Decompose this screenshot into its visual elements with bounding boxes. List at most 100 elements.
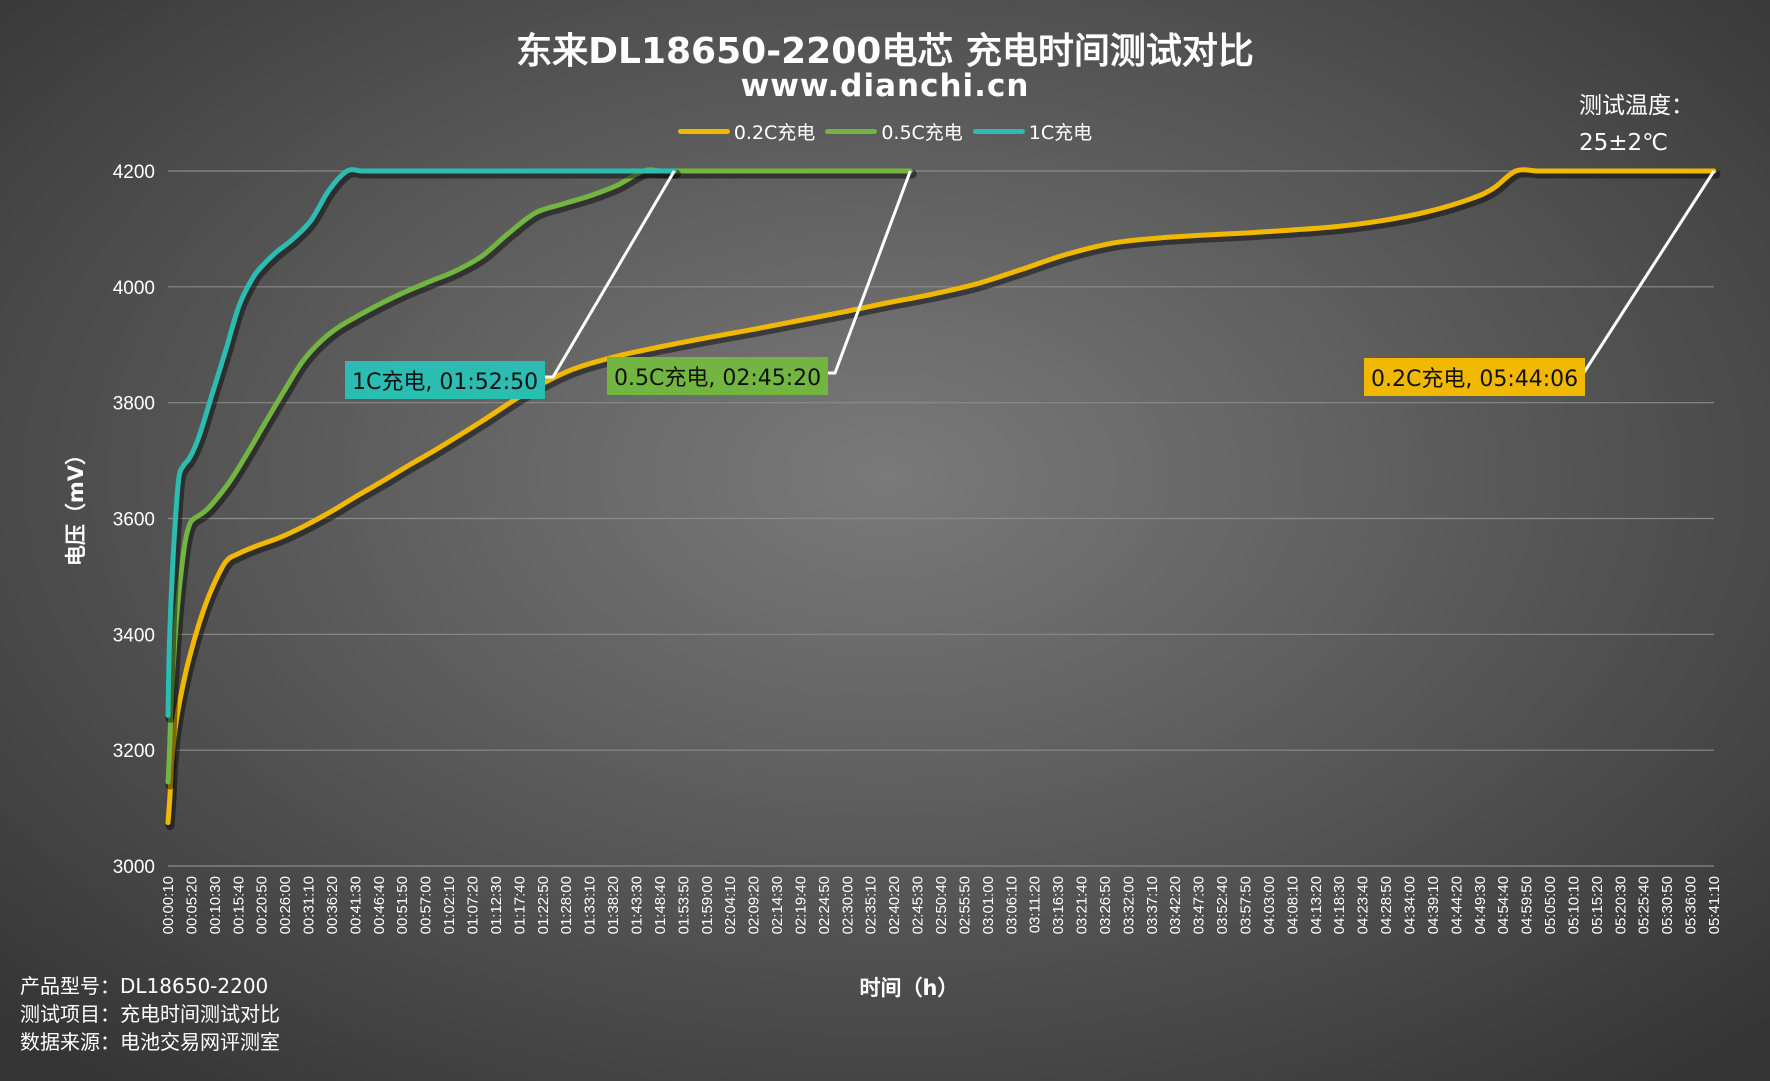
legend-label: 1C充电 xyxy=(1028,122,1093,144)
x-tick-label: 03:06:10 xyxy=(1003,876,1020,934)
x-tick-label: 05:36:00 xyxy=(1683,876,1700,934)
series-line-1c xyxy=(165,167,677,718)
series-shadow-0 xyxy=(165,168,1721,831)
x-tick-label: 00:26:00 xyxy=(277,876,294,934)
x-tick-label: 00:36:20 xyxy=(324,876,341,934)
x-tick-label: 00:51:50 xyxy=(394,876,411,934)
legend-swatch xyxy=(677,129,730,134)
annotation-label-1c: 1C充电, 01:52:50 xyxy=(345,361,546,399)
x-tick-label: 03:47:30 xyxy=(1191,876,1208,934)
x-tick-label: 04:59:50 xyxy=(1519,876,1536,934)
annotation-lines xyxy=(541,170,1716,379)
x-tick-label: 03:16:30 xyxy=(1050,876,1067,934)
x-tick-label: 04:18:30 xyxy=(1331,876,1348,934)
x-tick-label: 02:45:30 xyxy=(910,876,927,934)
annotation-leader-line xyxy=(823,170,912,375)
footer-test-item: 测试项目：充电时间测试对比 xyxy=(20,1002,280,1026)
x-tick-label: 04:44:20 xyxy=(1448,876,1465,934)
y-tick-label: 4000 xyxy=(113,278,155,299)
footer-notes: 产品型号：DL18650-2200 测试项目：充电时间测试对比 数据来源：电池交… xyxy=(20,972,280,1056)
x-tick-label: 00:15:40 xyxy=(230,876,247,934)
x-tick-label: 02:04:10 xyxy=(722,876,739,934)
series-lines xyxy=(165,167,1721,831)
x-tick-label: 05:20:30 xyxy=(1612,876,1629,934)
x-tick-label: 03:11:20 xyxy=(1027,876,1044,933)
test-temperature: 测试温度： 25±2℃ xyxy=(1579,88,1694,162)
x-tick-label: 01:53:50 xyxy=(675,876,692,934)
x-tick-label: 04:39:10 xyxy=(1425,876,1442,934)
x-tick-label: 03:52:40 xyxy=(1214,876,1231,934)
x-tick-label: 01:07:20 xyxy=(465,876,482,934)
test-temperature-value: 25±2℃ xyxy=(1579,130,1669,156)
x-tick-label: 02:14:30 xyxy=(769,876,786,934)
x-tick-label: 00:41:30 xyxy=(347,876,364,934)
footer-data-source: 数据来源：电池交易网评测室 xyxy=(20,1030,280,1054)
y-tick-label: 3400 xyxy=(113,625,155,646)
x-tick-label: 01:12:30 xyxy=(488,876,505,934)
series-line-0-5c xyxy=(165,167,913,785)
x-tick-label: 03:42:20 xyxy=(1167,876,1184,934)
legend-swatch xyxy=(972,129,1025,134)
series-shadow-2 xyxy=(165,168,681,723)
test-temperature-label: 测试温度： xyxy=(1579,93,1694,119)
x-tick-label: 01:17:40 xyxy=(511,876,528,934)
x-tick-label: 02:24:50 xyxy=(816,876,833,934)
x-tick-label: 01:02:10 xyxy=(441,876,458,934)
legend-swatch xyxy=(825,129,878,134)
x-tick-label: 04:03:00 xyxy=(1261,876,1278,934)
x-tick-label: 03:37:10 xyxy=(1144,876,1161,934)
x-tick-label: 04:28:50 xyxy=(1378,876,1395,934)
x-tick-label: 01:38:20 xyxy=(605,876,622,934)
x-tick-label: 02:09:20 xyxy=(746,876,763,934)
series-line-0-2c xyxy=(165,167,1717,826)
x-tick-label: 05:10:10 xyxy=(1565,876,1582,934)
series-shadow-1 xyxy=(165,168,917,790)
x-tick-label: 00:31:10 xyxy=(301,876,318,934)
annotation-label-0-2c: 0.2C充电, 05:44:06 xyxy=(1364,358,1586,396)
x-tick-label: 00:00:10 xyxy=(160,876,177,934)
x-tick-label: 00:05:20 xyxy=(183,876,200,934)
grid-lines xyxy=(168,170,1714,867)
y-tick-label: 3000 xyxy=(113,857,155,878)
x-tick-label: 03:26:50 xyxy=(1097,876,1114,934)
chart-subtitle: www.dianchi.cn xyxy=(740,68,1030,104)
y-tick-label: 3800 xyxy=(113,394,155,415)
x-tick-label: 02:40:20 xyxy=(886,876,903,934)
x-tick-label: 00:10:30 xyxy=(207,876,224,934)
y-tick-label: 3200 xyxy=(113,741,155,762)
x-tick-label: 04:54:40 xyxy=(1495,876,1512,934)
x-tick-label: 02:50:40 xyxy=(933,876,950,934)
x-tick-label: 01:43:30 xyxy=(628,876,645,934)
legend-label: 0.5C充电 xyxy=(881,122,963,144)
x-tick-label: 01:33:10 xyxy=(582,876,599,934)
y-tick-labels: 3000 3200 3400 3600 3800 4000 4200 xyxy=(113,162,155,878)
y-axis-label: 电压（mV） xyxy=(64,443,88,567)
legend-item: 0.5C充电 xyxy=(825,118,963,145)
x-tick-label: 04:08:10 xyxy=(1284,876,1301,934)
y-tick-label: 3600 xyxy=(113,510,155,531)
x-tick-label: 02:30:00 xyxy=(839,876,856,934)
x-tick-label: 04:34:00 xyxy=(1401,876,1418,934)
x-tick-label: 02:19:40 xyxy=(792,876,809,934)
annotation-leader-line xyxy=(1571,170,1716,376)
x-tick-label: 00:20:50 xyxy=(254,876,271,934)
x-tick-label: 03:01:00 xyxy=(980,876,997,934)
legend-label: 0.2C充电 xyxy=(733,122,816,144)
x-tick-label: 01:28:00 xyxy=(558,876,575,934)
x-tick-label: 03:32:00 xyxy=(1120,876,1137,934)
footer-model: 产品型号：DL18650-2200 xyxy=(20,974,269,998)
x-tick-label: 02:55:50 xyxy=(956,876,973,934)
y-tick-label: 4200 xyxy=(113,162,155,183)
x-tick-label: 01:59:00 xyxy=(699,876,716,934)
x-tick-label: 04:49:30 xyxy=(1472,876,1489,934)
x-tick-label: 03:21:40 xyxy=(1074,876,1091,934)
x-tick-label: 03:57:50 xyxy=(1238,876,1255,934)
x-tick-label: 05:41:10 xyxy=(1706,876,1723,934)
x-tick-label: 05:05:00 xyxy=(1542,876,1559,934)
x-tick-label: 05:25:40 xyxy=(1636,876,1653,934)
x-tick-label: 04:23:40 xyxy=(1355,876,1372,934)
x-tick-label: 04:13:20 xyxy=(1308,876,1325,934)
x-tick-label: 05:15:20 xyxy=(1589,876,1606,934)
